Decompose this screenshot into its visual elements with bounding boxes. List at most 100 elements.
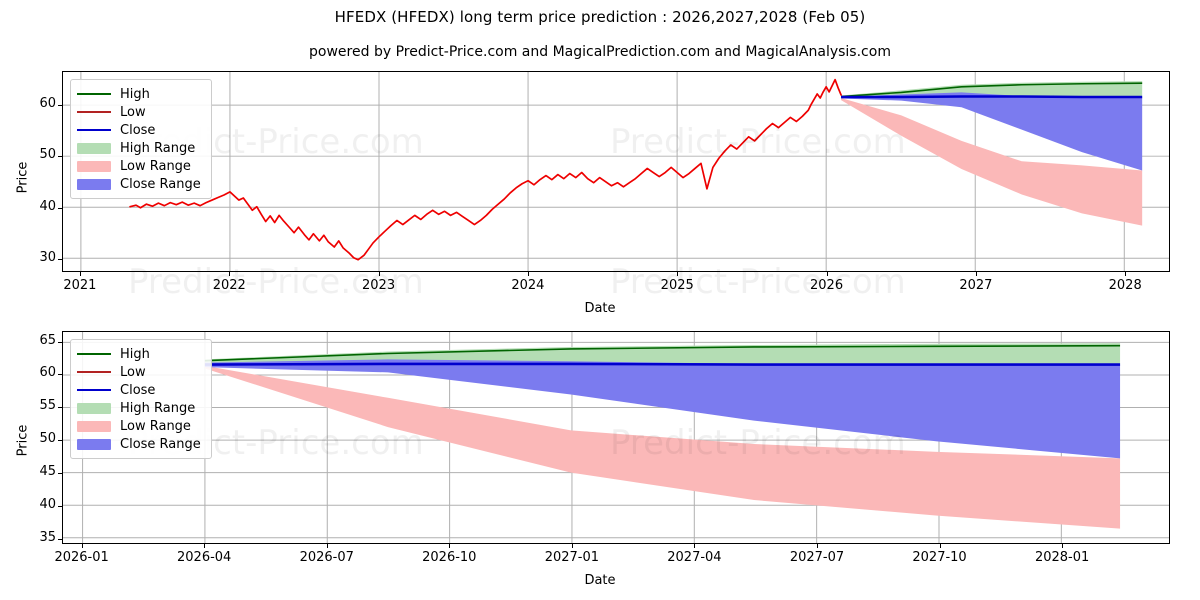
x-tick-mark: [449, 544, 451, 548]
y-tick-mark: [58, 473, 62, 474]
legend-swatch-high-range-icon: [77, 401, 111, 415]
top-plot-area: [62, 71, 1170, 272]
x-tick-label: 2027-04: [667, 550, 722, 565]
legend-swatch-high-icon: [77, 347, 111, 361]
legend-swatch-close-range-icon: [77, 437, 111, 451]
legend-label: High Range: [120, 140, 196, 156]
y-tick-mark: [58, 440, 62, 442]
legend-item-close-range: Close Range: [77, 435, 203, 453]
legend-label: Close: [120, 122, 156, 138]
x-tick-mark: [571, 544, 573, 548]
x-tick-label: 2022: [212, 278, 246, 293]
x-tick-mark: [204, 544, 206, 548]
x-tick-mark: [1062, 544, 1064, 548]
x-tick-label: 2027-01: [544, 550, 600, 565]
x-tick-mark: [826, 272, 828, 276]
legend-swatch-high-range-icon: [77, 141, 111, 155]
x-tick-mark: [229, 272, 231, 276]
legend-item-high: High: [77, 345, 203, 363]
y-tick-label: 50: [39, 147, 56, 163]
legend-swatch-low-range-icon: [77, 419, 111, 433]
legend-swatch-close-icon: [77, 383, 111, 397]
y-tick-mark: [58, 407, 62, 409]
top-legend: High Low Close High Range Low Range Close Ran…: [70, 79, 212, 199]
y-tick-label: 55: [39, 398, 56, 414]
x-tick-label: 2027-10: [912, 550, 967, 565]
y-tick-label: 30: [39, 250, 56, 266]
x-tick-mark: [79, 272, 81, 276]
x-tick-mark: [677, 272, 679, 276]
legend-item-close: Close: [77, 121, 203, 139]
legend-label: High: [120, 86, 150, 102]
top-chart-panel: Price Date Predict-Price.com Predict-Pri…: [16, 71, 1170, 316]
legend-swatch-low-icon: [77, 365, 111, 379]
legend-swatch-close-icon: [77, 123, 111, 137]
legend-label: Close: [120, 382, 156, 398]
y-tick-label: 60: [39, 365, 56, 381]
x-tick-mark: [378, 272, 380, 276]
legend-item-high-range: High Range: [77, 139, 203, 157]
x-tick-mark: [81, 544, 83, 548]
x-tick-label: 2021: [63, 278, 97, 293]
page-title: HFEDX (HFEDX) long term price prediction…: [334, 8, 866, 26]
x-tick-label: 2024: [511, 278, 545, 293]
x-tick-mark: [527, 272, 529, 276]
legend-label: Low: [120, 364, 146, 380]
x-tick-mark: [817, 544, 818, 548]
y-tick-mark: [58, 374, 62, 376]
x-tick-mark: [694, 544, 696, 548]
top-plot-svg: [63, 72, 1169, 271]
bottom-chart-panel: Price Date Predict-Price.com Predict-Pri…: [0, 318, 1200, 600]
legend-label: High Range: [120, 400, 196, 416]
x-tick-label: 2025: [660, 278, 694, 293]
legend-label: Close Range: [120, 176, 201, 192]
y-tick-mark: [58, 341, 62, 343]
page-subtitle: powered by Predict-Price.com and Magical…: [309, 44, 891, 60]
x-tick-label: 2028: [1108, 278, 1142, 293]
bottom-plot-svg: [63, 332, 1169, 543]
legend-swatch-high-icon: [77, 87, 111, 101]
y-tick-label: 35: [39, 529, 56, 545]
x-tick-label: 2026: [810, 278, 844, 293]
y-tick-label: 40: [39, 496, 56, 512]
x-tick-label: 2026-07: [299, 550, 354, 565]
legend-item-low-range: Low Range: [77, 157, 203, 175]
legend-item-low: Low: [77, 363, 203, 381]
legend-swatch-low-icon: [77, 105, 111, 119]
legend-item-close-range: Close Range: [77, 175, 203, 193]
y-tick-label: 65: [39, 332, 56, 348]
legend-label: Close Range: [120, 436, 201, 452]
legend-item-low: Low: [77, 103, 203, 121]
legend-label: Low Range: [120, 418, 191, 434]
legend-label: High: [120, 346, 150, 362]
y-tick-mark: [58, 505, 62, 507]
bottom-legend: High Low Close High Range Low Range Close Ran…: [70, 339, 212, 459]
legend-label: Low Range: [120, 158, 191, 174]
y-tick-mark: [58, 104, 62, 106]
legend-item-high-range: High Range: [77, 399, 203, 417]
top-x-axis-label: Date: [584, 301, 616, 316]
bottom-x-axis-label: Date: [584, 573, 616, 588]
legend-swatch-low-range-icon: [77, 159, 111, 173]
x-tick-mark: [975, 272, 977, 276]
legend-label: Low: [120, 104, 146, 120]
legend-swatch-close-range-icon: [77, 177, 111, 191]
x-tick-mark: [326, 544, 328, 548]
x-tick-label: 2028-01: [1034, 550, 1090, 565]
x-tick-mark: [939, 544, 941, 548]
legend-item-close: Close: [77, 381, 203, 399]
bottom-plot-area: [62, 331, 1170, 544]
x-tick-label: 2027-07: [789, 550, 845, 565]
x-tick-mark: [1125, 272, 1127, 276]
y-tick-mark: [58, 156, 62, 158]
x-tick-label: 2023: [362, 278, 396, 293]
x-tick-label: 2026-10: [422, 550, 477, 565]
y-tick-label: 50: [39, 431, 56, 447]
y-tick-label: 60: [39, 95, 56, 111]
y-tick-mark: [58, 207, 62, 209]
x-tick-label: 2026-01: [54, 550, 109, 565]
x-tick-label: 2026-04: [177, 550, 232, 565]
y-tick-label: 45: [39, 464, 56, 479]
y-tick-label: 40: [39, 198, 56, 214]
